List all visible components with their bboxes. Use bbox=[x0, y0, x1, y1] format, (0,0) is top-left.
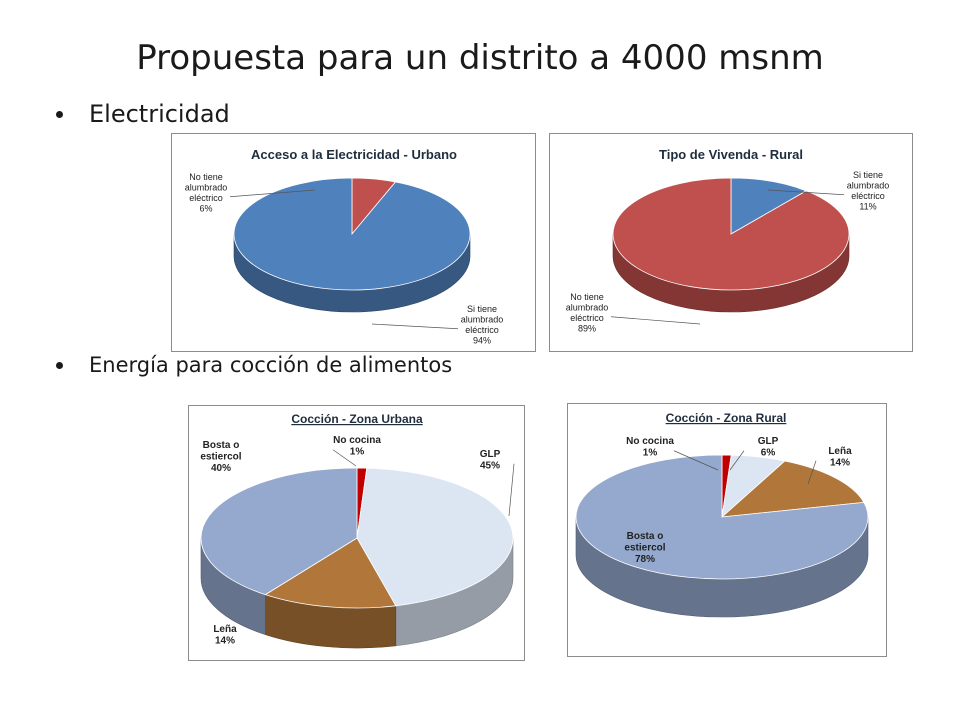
chart-title: Cocción - Zona Urbana bbox=[291, 412, 423, 426]
chart-panel-electricidad-urbano: Acceso a la Electricidad - Urbano No tien… bbox=[171, 133, 536, 352]
leader-line bbox=[729, 450, 745, 471]
data-label: Leña 14% bbox=[213, 624, 237, 647]
data-label: No tiene alumbrado eléctrico 6% bbox=[185, 172, 228, 214]
pie-slice bbox=[612, 177, 850, 291]
data-label: GLP 6% bbox=[758, 436, 779, 459]
pie-slice bbox=[200, 467, 358, 596]
bullet-electricidad: Electricidad bbox=[56, 100, 230, 128]
pie-slice bbox=[264, 537, 397, 609]
pie-chart-coccion-rural: Cocción - Zona Rural No cocina 1% GLP 6% Leña… bbox=[575, 411, 869, 618]
leader-line bbox=[807, 460, 817, 485]
data-label: No cocina 1% bbox=[333, 435, 381, 458]
slide-title: Propuesta para un distrito a 4000 msnm bbox=[136, 38, 824, 78]
data-label: Si tiene alumbrado eléctrico 94% bbox=[461, 304, 504, 346]
data-label: Si tiene alumbrado eléctrico 11% bbox=[847, 170, 890, 212]
pie-slice bbox=[575, 454, 869, 580]
data-label: Bosta o estiercol 78% bbox=[624, 531, 665, 565]
pie-chart-electricidad-urbano: Acceso a la Electricidad - Urbano No tien… bbox=[185, 147, 504, 346]
pie-slice bbox=[730, 177, 808, 235]
leader-line bbox=[673, 450, 719, 471]
chart-panel-vivienda-rural: Tipo de Vivenda - Rural Si tiene alumbrado… bbox=[549, 133, 913, 352]
leader-line bbox=[508, 463, 515, 517]
chart-title: Tipo de Vivenda - Rural bbox=[659, 147, 803, 162]
chart-title: Acceso a la Electricidad - Urbano bbox=[251, 147, 457, 162]
leader-line bbox=[371, 323, 459, 330]
pie-slice bbox=[356, 467, 514, 607]
leader-line bbox=[229, 189, 316, 198]
pie-slice bbox=[233, 177, 471, 291]
leader-line bbox=[767, 189, 845, 196]
pie-chart-coccion-urbana: Cocción - Zona Urbana No cocina 1% GLP 45% Le… bbox=[200, 412, 515, 649]
pie-slice bbox=[720, 460, 865, 518]
bullet-text: Electricidad bbox=[89, 100, 230, 128]
bullet-dot-icon bbox=[56, 361, 63, 369]
chart-title: Cocción - Zona Rural bbox=[666, 411, 787, 425]
chart-panel-coccion-rural: Cocción - Zona Rural No cocina 1% GLP 6% Leña… bbox=[567, 403, 887, 657]
data-label: No tiene alumbrado eléctrico 89% bbox=[566, 292, 609, 334]
data-label: GLP 45% bbox=[480, 449, 501, 472]
leader-line bbox=[610, 316, 701, 325]
pie-chart-vivienda-rural: Tipo de Vivenda - Rural Si tiene alumbrado… bbox=[566, 147, 890, 334]
data-label: Bosta o estiercol 40% bbox=[200, 440, 241, 474]
chart-panel-coccion-urbana: Cocción - Zona Urbana No cocina 1% GLP 45% Le… bbox=[188, 405, 525, 661]
bullet-dot-icon bbox=[56, 110, 63, 118]
data-label: Leña 14% bbox=[828, 446, 852, 469]
leader-line bbox=[332, 449, 357, 467]
bullet-coccion: Energía para cocción de alimentos bbox=[56, 353, 452, 377]
bullet-text: Energía para cocción de alimentos bbox=[89, 353, 453, 377]
data-label: No cocina 1% bbox=[626, 436, 674, 459]
